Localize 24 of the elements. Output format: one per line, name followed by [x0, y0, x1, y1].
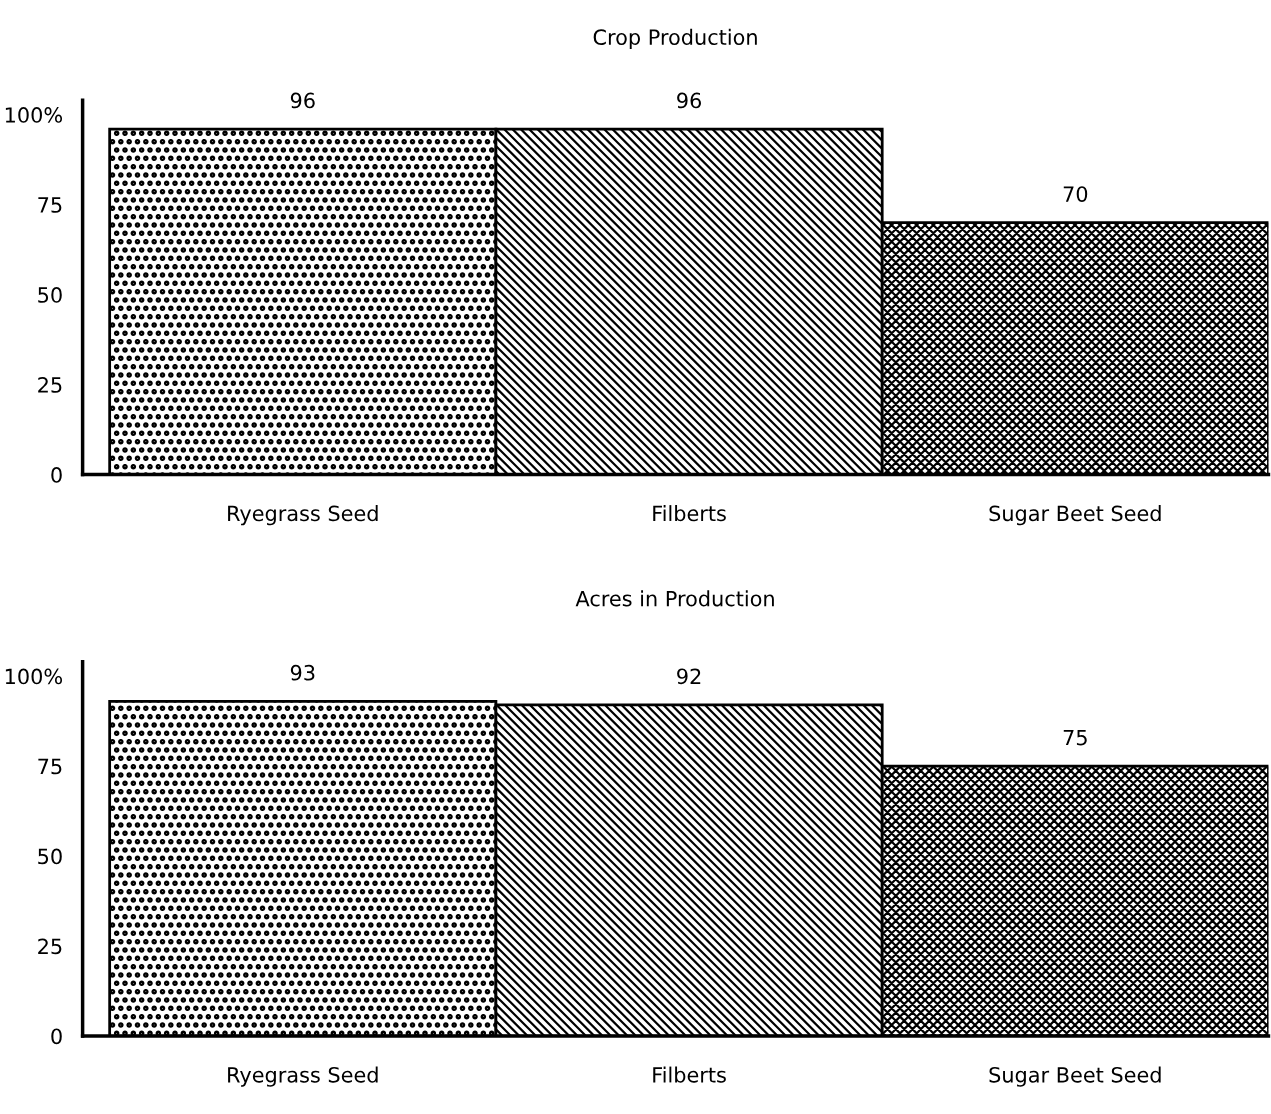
x-tick-label: Ryegrass Seed — [228, 505, 378, 526]
y-tick-label: 100% — [5, 668, 63, 685]
chart-title: Crop Production — [593, 28, 757, 50]
y-tick-label: 25 — [38, 938, 62, 955]
y-tick-label: 50 — [38, 848, 62, 865]
y-tick-label: 50 — [38, 287, 62, 303]
data-label: 92 — [677, 668, 701, 685]
y-tick-label: 0 — [51, 1028, 62, 1045]
y-tick-label: 100% — [5, 107, 63, 123]
y-tick-label: 75 — [38, 758, 62, 775]
data-label: 96 — [677, 92, 701, 109]
data-label: 93 — [290, 664, 315, 681]
data-label: 75 — [1063, 729, 1087, 746]
y-tick-label: 75 — [38, 197, 62, 213]
x-tick-label: Ryegrass Seed — [228, 1066, 378, 1087]
x-tick-label: Sugar Beet Seed — [989, 1066, 1161, 1087]
x-tick-label: Sugar Beet Seed — [989, 505, 1161, 526]
x-tick-label: Filberts — [653, 505, 726, 522]
chart-title: Acres in Production — [575, 590, 774, 607]
y-tick-label: 25 — [38, 377, 62, 393]
data-label: 96 — [290, 92, 315, 109]
x-tick-label: Filberts — [653, 1066, 726, 1083]
data-label: 70 — [1063, 186, 1088, 202]
y-tick-label: 0 — [51, 467, 62, 483]
